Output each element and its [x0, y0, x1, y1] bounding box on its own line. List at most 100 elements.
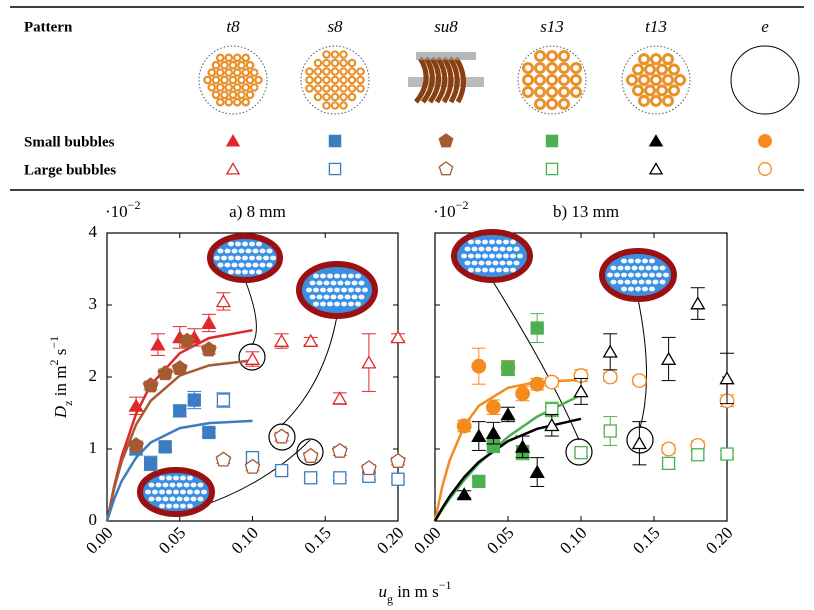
data-point	[158, 440, 172, 454]
data-point	[331, 442, 348, 458]
inset-bubble	[649, 286, 655, 292]
inset-bubble	[183, 496, 190, 502]
panel-title: a) 8 mm	[229, 202, 286, 221]
data-point	[603, 424, 617, 438]
inset-bubble	[496, 267, 502, 273]
pattern-dot	[322, 75, 331, 85]
pattern-dot	[632, 84, 644, 97]
inset-bubble	[628, 272, 634, 278]
pattern-dot	[211, 75, 221, 85]
inset-bubble	[464, 260, 471, 266]
pattern-dot	[668, 63, 680, 76]
pattern-dot	[330, 92, 340, 102]
y-axis-label-part: z	[61, 401, 75, 406]
inset-bubble	[478, 246, 485, 252]
inset-bubble	[649, 272, 655, 278]
pattern-icon	[517, 45, 587, 115]
legend-marker	[648, 134, 664, 147]
data-point	[187, 393, 201, 407]
inset-bubble	[355, 287, 361, 293]
legend-marker	[438, 133, 454, 148]
inset-bubble	[316, 294, 323, 300]
pattern-icon	[434, 56, 448, 104]
inset-bubble	[642, 272, 648, 278]
data-point	[143, 456, 158, 471]
pattern-dot	[245, 90, 255, 100]
inset-bubble	[503, 239, 509, 245]
data-point	[128, 437, 144, 453]
inset-bubble	[489, 239, 495, 245]
inset-bubble	[621, 286, 627, 292]
pattern-icon	[441, 56, 454, 104]
inset-bubble	[635, 272, 641, 278]
inset-bubble	[607, 272, 613, 278]
pattern-dot	[558, 98, 570, 110]
pattern-dot	[232, 68, 242, 77]
pattern-dot	[322, 50, 331, 59]
inset-bubble	[169, 496, 176, 502]
x-axis-label-part: −1	[439, 578, 452, 592]
inset-bubble	[642, 286, 648, 292]
inset-bubble	[341, 273, 347, 279]
x-tick-label: 0.15	[629, 523, 663, 557]
y-tick-label: 4	[89, 222, 98, 241]
inset-bubble	[148, 496, 155, 502]
inset-bubble	[341, 287, 347, 293]
inset-bubble	[468, 253, 474, 259]
pattern-dot	[546, 50, 558, 62]
x-tick-label: 0.10	[228, 523, 262, 557]
data-point	[472, 474, 486, 489]
inset-bubble	[334, 301, 340, 307]
pattern-dot	[347, 75, 357, 85]
pattern-icon	[414, 56, 429, 104]
inset-bubble	[471, 260, 478, 266]
inset-bubble	[351, 280, 358, 286]
inset-bubble	[221, 255, 227, 261]
inset-bubble	[235, 255, 241, 261]
inset-bubble	[231, 248, 238, 254]
pattern-dot	[224, 53, 234, 63]
inset-bubble	[330, 280, 337, 286]
row-label: Large bubbles	[24, 162, 116, 178]
pattern-dot	[203, 75, 212, 85]
inset-bubble	[323, 280, 330, 286]
inset-bubble	[638, 265, 645, 271]
inset-bubble	[510, 239, 516, 245]
pattern-dot	[322, 67, 331, 76]
pattern-dot	[232, 53, 242, 63]
inset-bubble	[320, 301, 326, 307]
inset-bubble	[485, 246, 492, 252]
inset-bubble	[320, 273, 326, 279]
pattern-dot	[546, 86, 558, 98]
inset-bubble	[166, 503, 172, 509]
inset-bubble	[621, 258, 627, 264]
inset-connector	[281, 315, 338, 426]
pattern-dot	[570, 74, 582, 86]
inset-bubble	[499, 260, 506, 266]
inset-bubble	[309, 294, 316, 300]
inset-bubble	[635, 258, 641, 264]
inset-bubble	[638, 279, 645, 285]
data-point	[574, 445, 588, 460]
data-point	[485, 399, 501, 415]
y-axis-label-part: 2	[47, 360, 61, 366]
inset-bubble	[358, 294, 365, 300]
pattern-icon	[198, 45, 268, 115]
y-tick-label: 2	[89, 366, 98, 385]
data-point	[303, 333, 319, 347]
inset-connector	[244, 279, 257, 346]
data-point	[514, 439, 531, 453]
pattern-icon	[300, 45, 370, 115]
inset-bubble	[166, 489, 172, 495]
pattern-dot	[220, 75, 229, 85]
inset-bubble	[327, 301, 333, 307]
inset-bubble	[510, 267, 516, 273]
inset-bubble	[259, 248, 266, 254]
inset-bubble	[464, 246, 471, 252]
inset-bubble	[159, 475, 165, 481]
inset-bubble	[169, 482, 176, 488]
x-tick-label: 0.20	[373, 523, 407, 557]
inset-bubble	[355, 301, 361, 307]
pattern-dot	[626, 74, 638, 86]
